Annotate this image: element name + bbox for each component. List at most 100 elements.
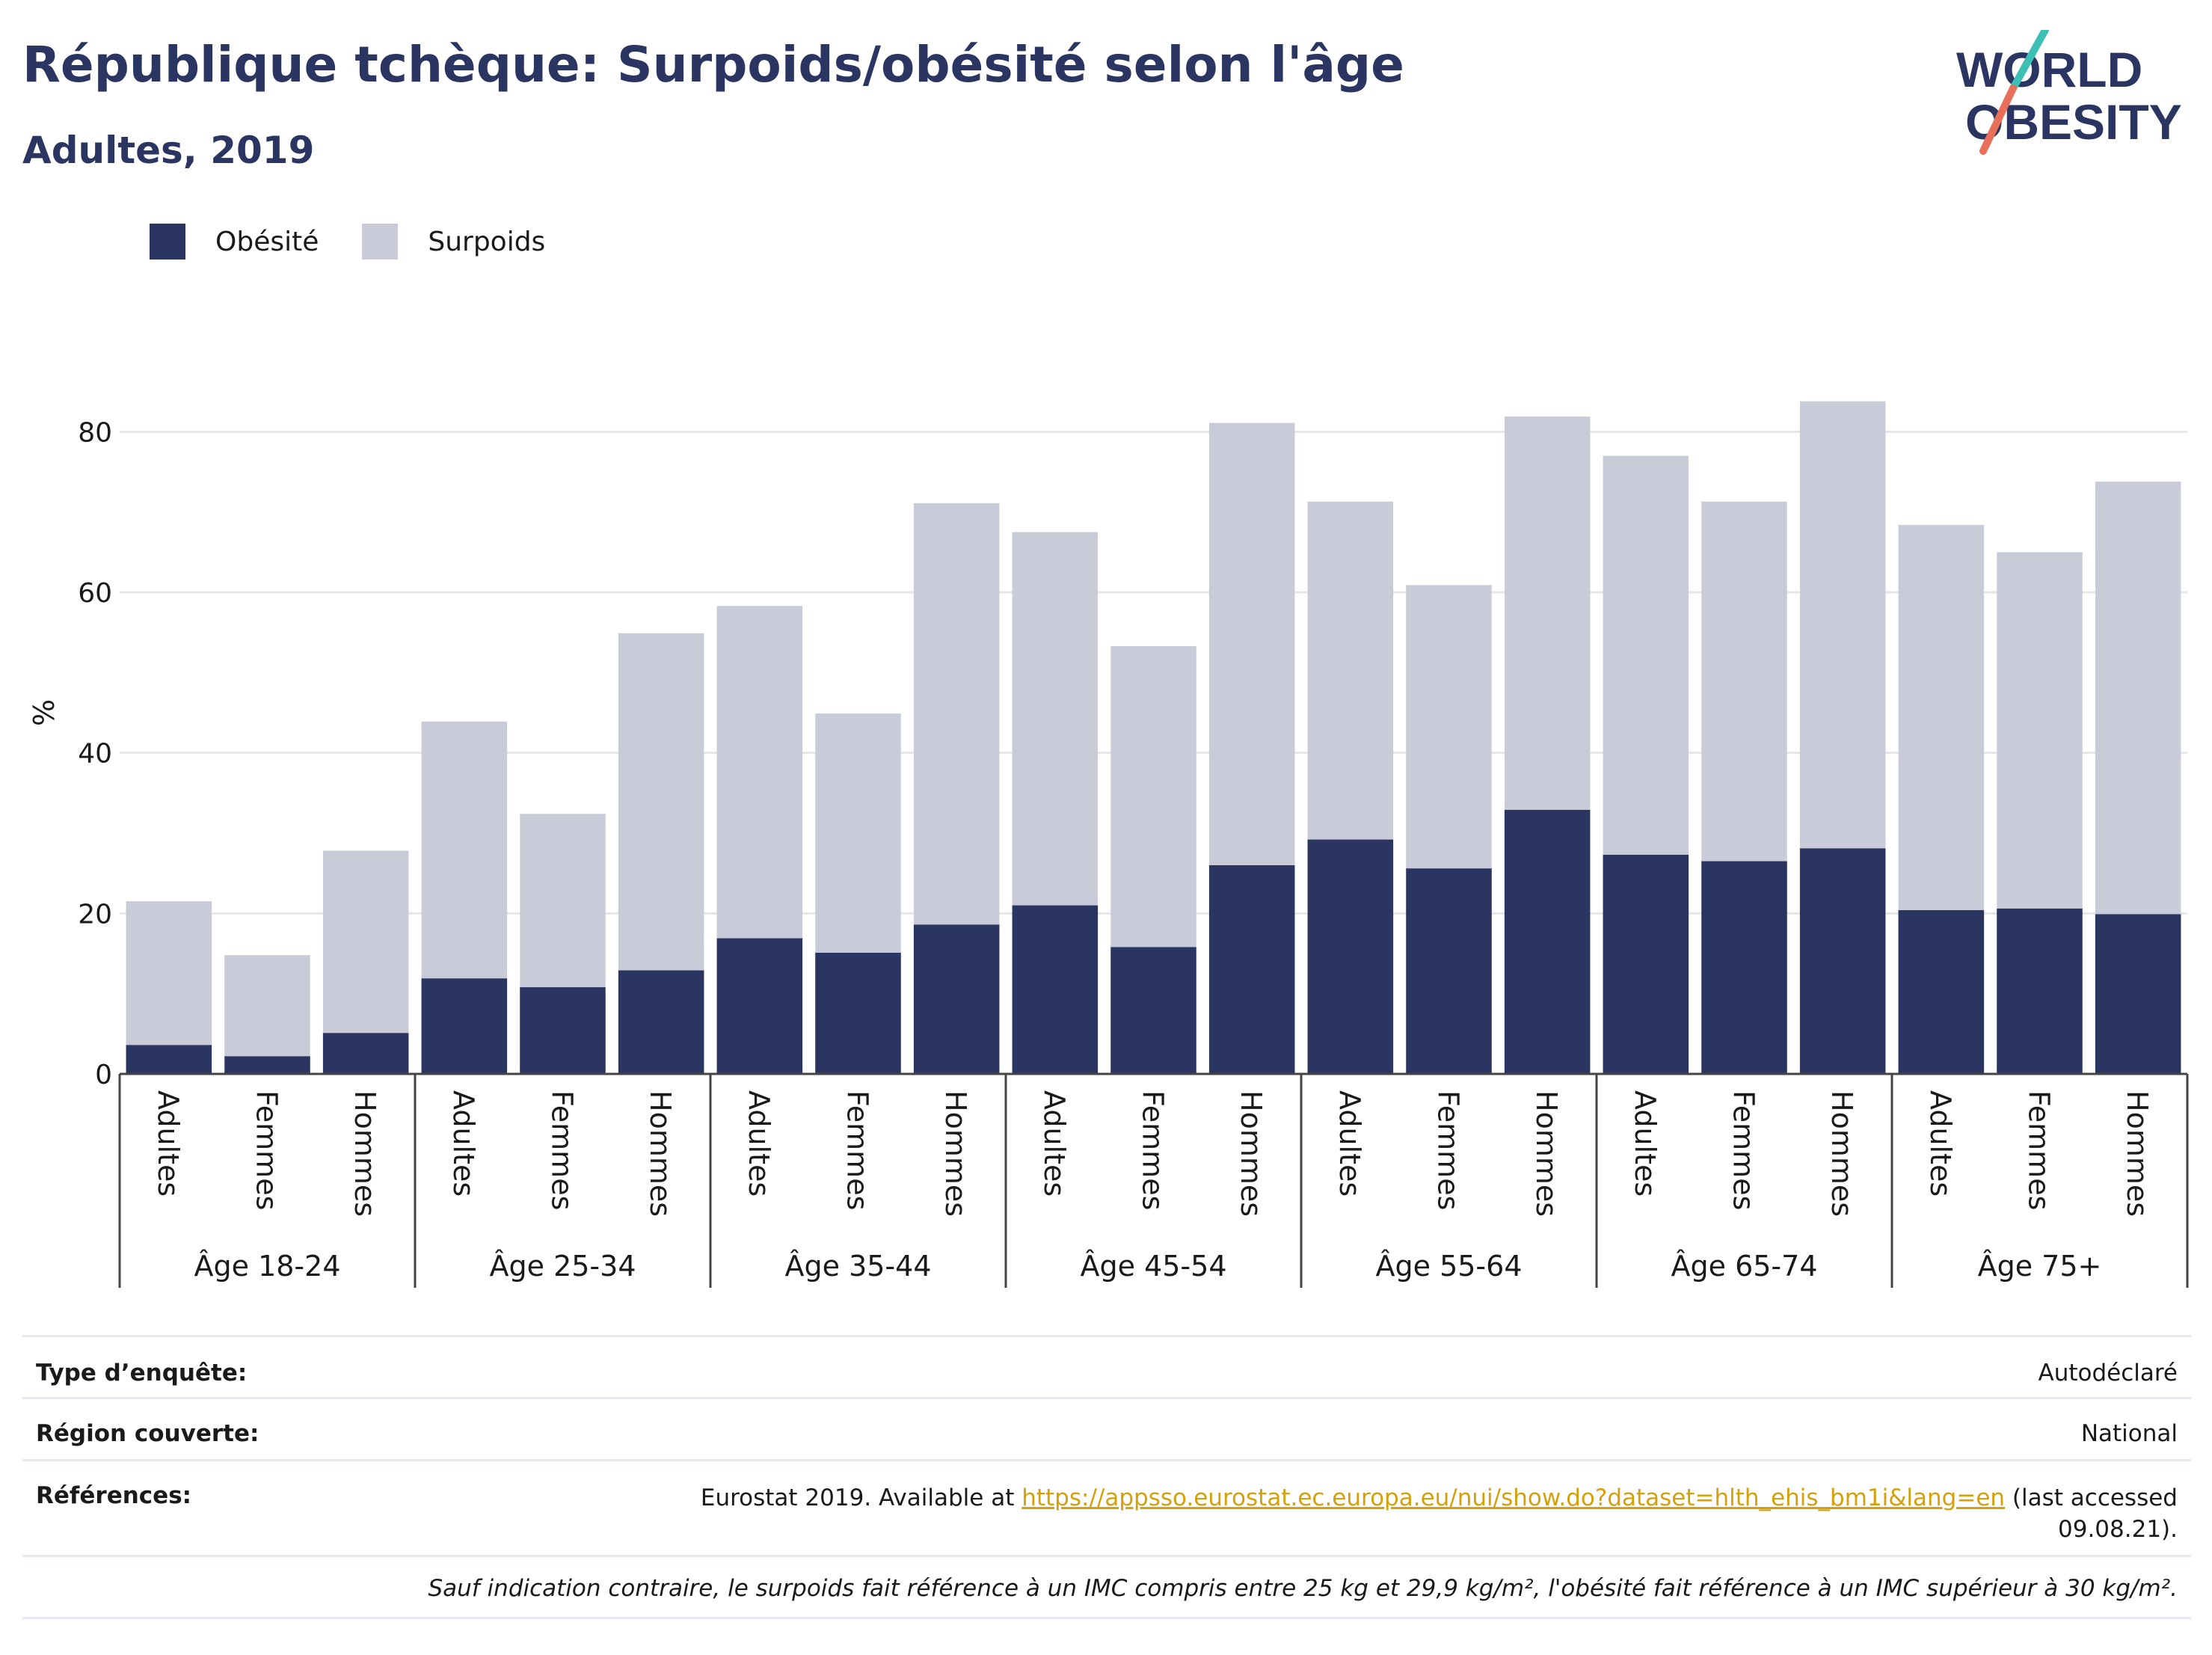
references-label: Références:	[36, 1482, 192, 1509]
x-subcategory-label: Adultes	[1333, 1090, 1366, 1197]
info-row-note: Sauf indication contraire, le surpoids f…	[22, 1555, 2191, 1619]
references-suffix: (last accessed	[2005, 1484, 2178, 1511]
legend-swatch-obesity	[150, 224, 185, 260]
x-subcategory-label: Femmes	[1727, 1090, 1760, 1210]
x-subcategory-label: Hommes	[1530, 1090, 1563, 1217]
bar-obesite	[126, 1045, 212, 1074]
bar-surpoids	[224, 955, 310, 1057]
bar-obesite	[421, 978, 508, 1074]
x-subcategory-label: Femmes	[841, 1090, 874, 1210]
info-row-references: Références: Eurostat 2019. Available at …	[22, 1459, 2191, 1555]
bar-surpoids	[1701, 501, 1787, 862]
y-tick-label: 80	[78, 417, 112, 448]
bar-surpoids	[1406, 585, 1492, 869]
x-subcategory-label: Hommes	[1235, 1090, 1268, 1217]
references-link[interactable]: https://appsso.eurostat.ec.europa.eu/nui…	[1021, 1484, 2006, 1511]
x-group-label: Âge 45-54	[1081, 1250, 1227, 1283]
bar-obesite	[520, 987, 606, 1074]
x-subcategory-label: Adultes	[152, 1090, 185, 1197]
bar-surpoids	[126, 901, 212, 1045]
bar-surpoids	[2095, 481, 2181, 915]
bar-surpoids	[1997, 552, 2083, 909]
legend: Obésité Surpoids	[150, 221, 589, 262]
bar-obesite	[1504, 809, 1591, 1074]
chart-title: République tchèque: Surpoids/obésité sel…	[22, 36, 1404, 93]
y-tick-label: 20	[78, 899, 112, 930]
y-tick-label: 40	[78, 739, 112, 770]
x-subcategory-label: Hommes	[644, 1090, 677, 1217]
bar-obesite	[224, 1056, 310, 1074]
x-group-label: Âge 75+	[1978, 1250, 2102, 1283]
survey-type-value: Autodéclaré	[2038, 1360, 2178, 1387]
bar-surpoids	[618, 633, 704, 971]
y-axis-label: %	[28, 699, 61, 726]
legend-label-obesity: Obésité	[215, 226, 319, 257]
x-subcategory-label: Femmes	[1137, 1090, 1170, 1210]
x-subcategory-label: Femmes	[1432, 1090, 1465, 1210]
x-subcategory-label: Hommes	[348, 1090, 381, 1217]
legend-swatch-overweight	[362, 224, 399, 260]
x-group-label: Âge 18-24	[194, 1250, 341, 1283]
bar-surpoids	[1110, 645, 1196, 948]
x-subcategory-label: Adultes	[447, 1090, 480, 1197]
axes: 0 20 40 60 80% Adultes Femmes Hommes Adultes Femm…	[28, 417, 2189, 1288]
x-subcategory-label: Hommes	[939, 1090, 972, 1217]
references-value: Eurostat 2019. Available at https://apps…	[701, 1482, 2178, 1545]
bar-obesite	[1701, 861, 1787, 1074]
x-subcategory-label: Hommes	[2121, 1090, 2154, 1217]
x-group-label: Âge 65-74	[1671, 1250, 1818, 1283]
x-subcategory-label: Femmes	[251, 1090, 283, 1210]
bar-obesite	[716, 938, 803, 1074]
bar-surpoids	[1504, 416, 1591, 810]
legend-label-overweight: Surpoids	[428, 226, 546, 257]
bar-surpoids	[520, 814, 606, 988]
x-group-label: Âge 25-34	[490, 1250, 636, 1283]
bar-obesite	[1799, 848, 1886, 1074]
bar-obesite	[1406, 868, 1492, 1074]
bar-obesite	[913, 924, 1000, 1074]
info-row-region: Région couverte: National	[22, 1397, 2191, 1459]
bar-obesite	[1898, 910, 1985, 1074]
bar-obesite	[1997, 908, 2083, 1074]
bar-surpoids	[1799, 401, 1886, 849]
x-group-label: Âge 55-64	[1376, 1250, 1523, 1283]
bar-surpoids	[716, 606, 803, 939]
logo-stroke-teal	[2009, 30, 2049, 92]
x-subcategory-label: Adultes	[1038, 1090, 1071, 1197]
bar-obesite	[815, 952, 901, 1074]
bar-obesite	[1110, 947, 1196, 1074]
logo-line1: WORLD	[1956, 42, 2142, 97]
bar-surpoids	[1208, 423, 1295, 865]
bar-surpoids	[815, 713, 901, 953]
references-date: 09.08.21).	[2058, 1516, 2178, 1543]
x-group-label: Âge 35-44	[785, 1250, 932, 1283]
x-subcategory-label: Adultes	[743, 1090, 775, 1197]
bar-obesite	[1012, 905, 1099, 1074]
bar-surpoids	[913, 503, 1000, 925]
region-value: National	[2080, 1420, 2178, 1447]
x-subcategory-label: Hommes	[1825, 1090, 1858, 1217]
definition-note: Sauf indication contraire, le surpoids f…	[428, 1575, 2178, 1602]
bar-surpoids	[1603, 455, 1689, 855]
legend-item-overweight[interactable]: Surpoids	[362, 224, 545, 260]
bar-surpoids	[1307, 501, 1394, 840]
stacked-bar-chart: 0 20 40 60 80% Adultes Femmes Hommes Adultes Femm…	[28, 401, 2189, 1288]
bar-surpoids	[1012, 532, 1099, 906]
logo-line2: OBESITY	[1965, 94, 2182, 150]
y-tick-label: 0	[95, 1060, 112, 1090]
bar-obesite	[322, 1033, 409, 1074]
legend-item-obesity[interactable]: Obésité	[150, 224, 319, 260]
region-label: Région couverte:	[36, 1420, 259, 1447]
info-table: Type d’enquête: Autodéclaré Région couve…	[22, 1335, 2191, 1619]
logo-stroke-coral	[1979, 85, 2017, 155]
bar-obesite	[1307, 839, 1394, 1074]
x-subcategory-label: Femmes	[2023, 1090, 2056, 1210]
x-subcategory-label: Adultes	[1924, 1090, 1957, 1197]
info-row-survey: Type d’enquête: Autodéclaré	[22, 1335, 2191, 1397]
survey-type-label: Type d’enquête:	[36, 1360, 248, 1387]
y-tick-label: 60	[78, 578, 112, 609]
bar-surpoids	[421, 721, 508, 979]
world-obesity-logo: WORLD OBESITY	[1956, 30, 2182, 155]
bar-surpoids	[322, 850, 409, 1034]
x-subcategory-label: Adultes	[1629, 1090, 1662, 1197]
